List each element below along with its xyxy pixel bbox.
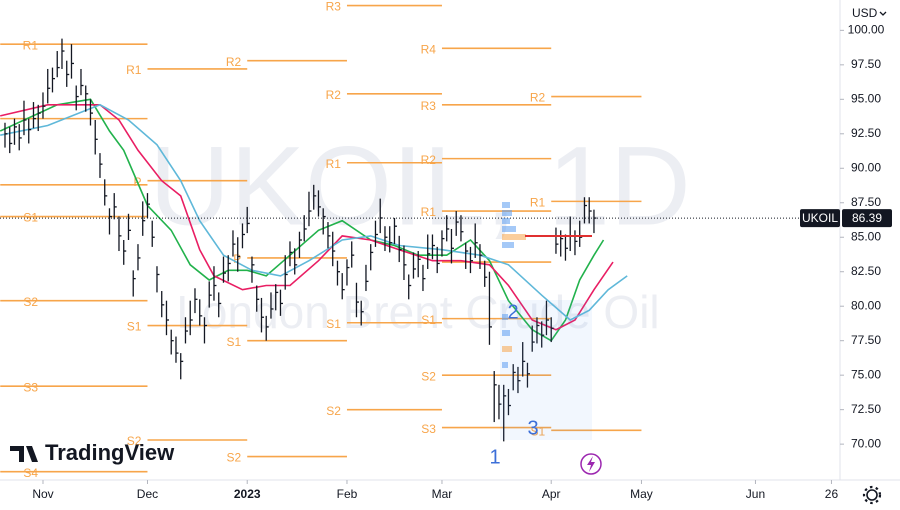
pivot-label: S1 — [326, 317, 341, 331]
projection-zone — [500, 300, 592, 440]
vp-bar — [502, 330, 510, 336]
logo-mark — [10, 446, 38, 462]
y-tick-label: 95.00 — [851, 91, 881, 105]
pivot-label: R4 — [421, 42, 437, 56]
wave-label: 2 — [507, 301, 518, 323]
x-tick-label: Feb — [337, 487, 358, 501]
y-tick-label: 82.50 — [851, 264, 881, 278]
currency-chevron[interactable] — [879, 11, 887, 16]
currency-button[interactable]: USD — [846, 4, 894, 24]
pivot-label: R2 — [530, 91, 546, 105]
moving-average — [0, 104, 614, 331]
pivot-label: S1 — [531, 425, 546, 439]
price-tag: 86.39 — [852, 211, 882, 225]
y-tick-label: 85.00 — [851, 229, 881, 243]
pivot-label: R1 — [23, 38, 39, 52]
x-tick-label: May — [630, 487, 653, 501]
pivot-label: S1 — [227, 335, 242, 349]
pivot-label: S2 — [227, 451, 242, 465]
pivot-label: S3 — [23, 380, 38, 394]
pivot-label: S2 — [421, 369, 436, 383]
x-tick-label: 2023 — [234, 487, 261, 501]
pivot-label: S2 — [23, 295, 38, 309]
time-axis-panel — [0, 480, 900, 510]
vp-bar — [502, 226, 516, 232]
vp-bar — [502, 218, 510, 224]
y-tick-label: 80.00 — [851, 298, 881, 312]
pivot-label: R1 — [326, 157, 342, 171]
y-tick-label: 97.50 — [851, 57, 881, 71]
event-bolt[interactable] — [587, 456, 595, 472]
symbol-tag-bg — [800, 209, 840, 228]
vp-bar — [502, 346, 512, 352]
x-tick-label: Dec — [137, 487, 158, 501]
x-tick-label: Mar — [432, 487, 453, 501]
pivot-label: R2 — [326, 88, 342, 102]
gear-teeth[interactable] — [862, 485, 882, 505]
logo: TradingView — [10, 440, 175, 465]
wave-label: 1 — [489, 446, 500, 468]
vp-bar — [502, 242, 514, 248]
y-tick-label: 75.00 — [851, 367, 881, 381]
vp-bar — [502, 234, 526, 240]
event-icon[interactable] — [580, 453, 602, 475]
y-tick-label: 77.50 — [851, 333, 881, 347]
y-tick-label: 72.50 — [851, 402, 881, 416]
plot-area: R1S1S2S3S4R1PS1S2R2PS1S2R3R2R1S1S2R4R3R2… — [0, 0, 840, 480]
currency-bg[interactable] — [846, 4, 894, 24]
pivot-label: S2 — [326, 404, 341, 418]
symbol-tag: UKOIL — [802, 211, 838, 225]
pivot-label: S4 — [23, 466, 38, 480]
vp-bar — [502, 202, 510, 208]
pivot-label: S3 — [421, 422, 436, 436]
y-tick-label: 87.50 — [851, 195, 881, 209]
vp-bar — [502, 362, 508, 368]
x-tick-label: Apr — [542, 487, 561, 501]
gear-ring[interactable] — [866, 489, 878, 501]
pivot-label: S1 — [421, 313, 436, 327]
pivot-label: R1 — [421, 205, 437, 219]
y-tick-label: 92.50 — [851, 126, 881, 140]
wave-label: 3 — [527, 417, 538, 439]
vp-bar — [502, 210, 512, 216]
pivot-label: R2 — [421, 153, 437, 167]
y-tick-label: 100.00 — [848, 23, 885, 37]
pivot-label: R3 — [421, 99, 437, 113]
volume-profile — [502, 202, 526, 368]
moving-average — [0, 103, 628, 321]
settings-button[interactable] — [862, 485, 882, 505]
x-tick-label: 26 — [825, 487, 839, 501]
pivot-label: R1 — [126, 63, 142, 77]
currency-label[interactable]: USD — [852, 6, 878, 20]
pivot-label: R2 — [226, 55, 242, 69]
axes: 70.00 72.50 75.00 77.50 80.00 82.50 85.00 87.50… — [32, 23, 892, 501]
watermark-symbol: UKOIL, 1D — [149, 124, 691, 249]
price-axis-panel — [840, 0, 900, 510]
price-tag-bg — [842, 209, 892, 228]
pivot-label: R3 — [326, 0, 342, 14]
logo-text: TradingView — [45, 440, 175, 465]
pivot-label: S1 — [127, 320, 142, 334]
vp-bar — [502, 314, 508, 320]
y-tick-label: 90.00 — [851, 160, 881, 174]
pivot-label: R1 — [530, 196, 546, 210]
pivot-label: S2 — [127, 434, 142, 448]
y-tick-label: 70.00 — [851, 436, 881, 450]
x-tick-label: Nov — [32, 487, 53, 501]
x-tick-label: Jun — [746, 487, 765, 501]
